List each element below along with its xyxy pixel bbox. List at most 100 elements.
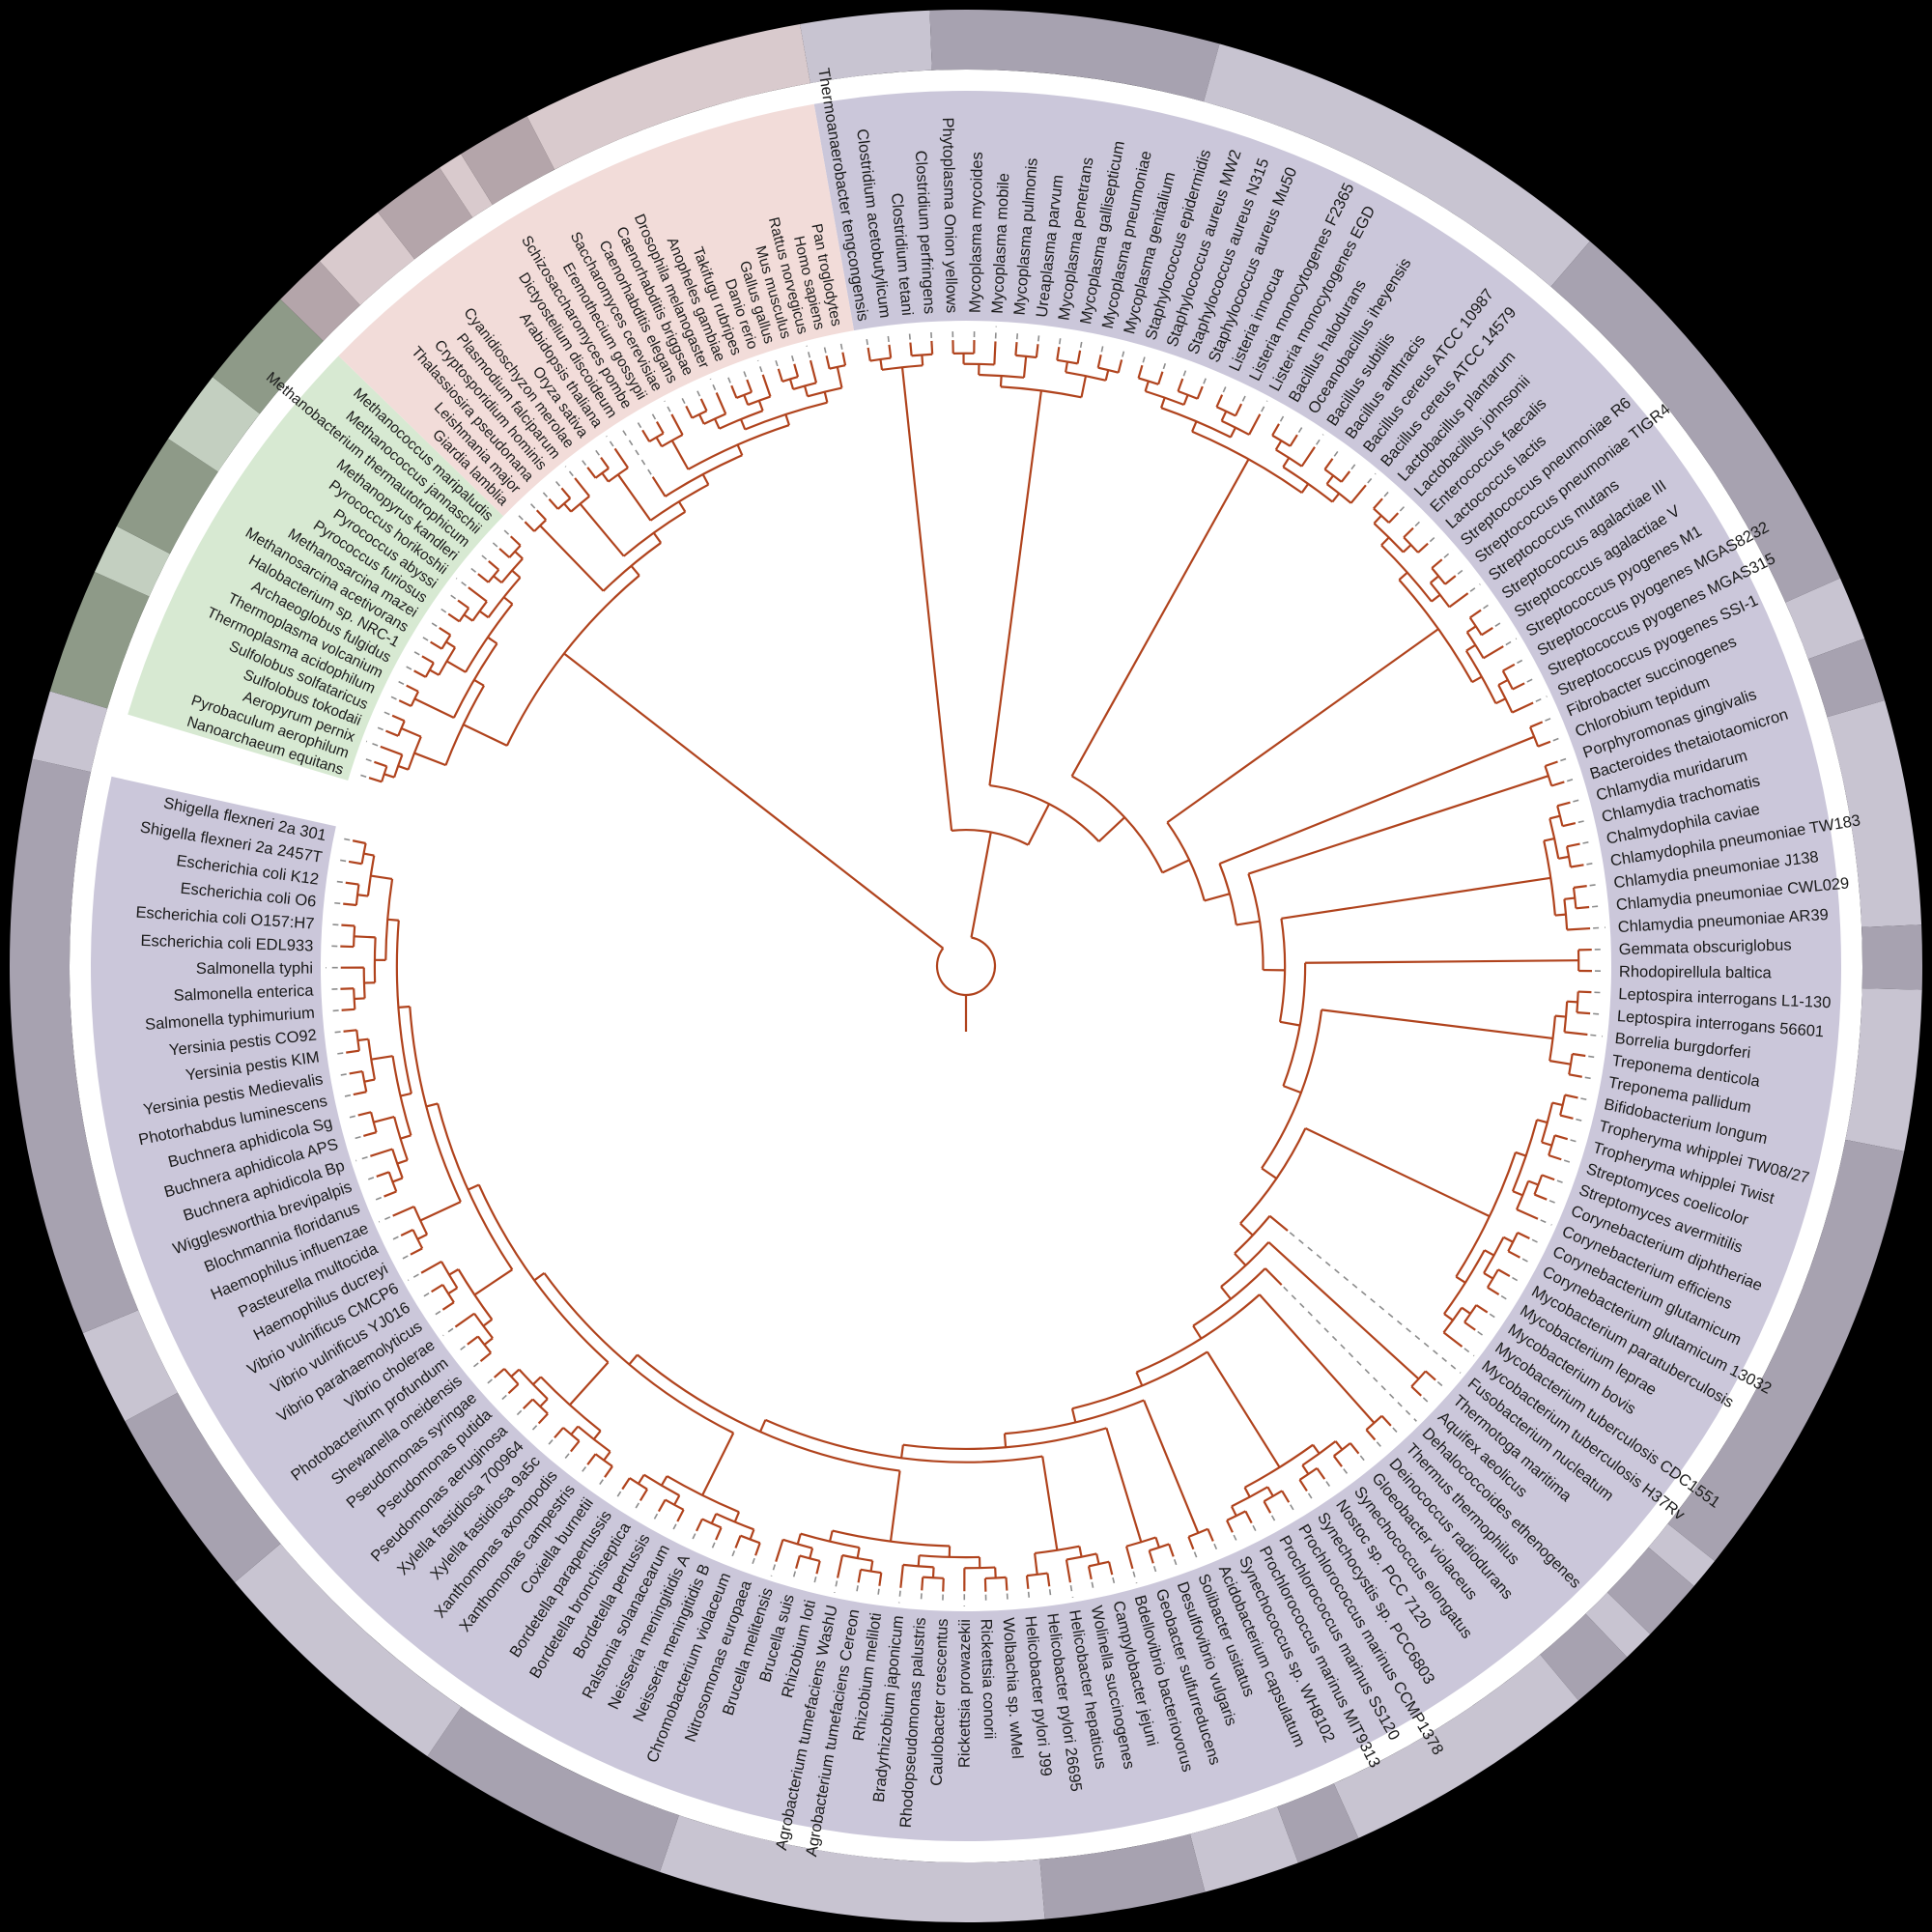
branch [392,1206,415,1217]
clade-arc [666,1475,740,1514]
leaf-leader-line [1443,549,1454,558]
branch [1512,682,1525,691]
leaf-leader-line [994,326,998,339]
branch [384,1190,397,1198]
branch [1466,625,1477,634]
leaf-leader-line [1048,1589,1053,1602]
leaf-leader-line [1392,1427,1402,1437]
leaf-leader-line [1566,777,1578,782]
branch [473,1268,513,1296]
branch [1065,361,1069,373]
branch [1243,1487,1251,1498]
leaf-leader-line [694,384,701,397]
branch [761,374,772,397]
branch [1380,1414,1392,1427]
branch [353,1091,367,1096]
branch [699,398,708,412]
clade-arc [384,878,394,960]
branch [1027,803,1051,846]
branch [1274,440,1283,451]
leaf-leader-line [1588,1055,1601,1059]
branch [994,1567,997,1578]
leaf-leader-line [1436,1380,1447,1391]
branch [630,565,640,577]
clade-arc [1178,389,1199,400]
branch [468,1183,480,1191]
branch [1105,1427,1143,1543]
leaf-leader-line [756,359,763,373]
taxon-label: Gemmata obscuriglobus [1619,936,1792,958]
branch [1507,1250,1520,1259]
branch [1025,1575,1030,1589]
branch [493,575,503,584]
branch [1483,645,1504,660]
branch [1323,458,1334,470]
clade-arc [1398,579,1473,683]
branch [340,987,355,990]
leaf-leader-line [1494,619,1506,627]
branch [1527,1179,1539,1186]
branch [346,1049,360,1054]
leaf-leader-line [1376,1441,1385,1452]
branch [1271,423,1280,437]
branch [370,1148,393,1157]
clade-arc [661,434,684,448]
leaf-leader-line [330,879,343,884]
branch [1316,1467,1326,1480]
branch [586,467,597,479]
branch [713,418,721,430]
leaf-leader-line [334,1073,347,1077]
leaf-leader-line [634,416,642,429]
ring-segment [125,1392,281,1583]
leaf-leader-line [397,1255,409,1263]
branch [1562,821,1577,828]
leaf-leader-line [1463,1348,1475,1357]
leaf-leader-line [791,1571,797,1583]
branch [1248,413,1262,436]
leaf-leader-line [1560,755,1572,762]
branch [676,1509,685,1522]
branch [1465,643,1476,652]
ring-segment [1667,1139,1905,1561]
branch [1035,344,1039,358]
clade-arc [352,925,356,948]
branch [586,1453,597,1465]
leaf-leader-line [1006,1593,1009,1605]
branch [548,497,559,510]
branch [380,745,403,756]
leaf-leader-line [1162,357,1168,370]
leaf-leader-line [1512,1276,1523,1285]
leaf-leader-line [773,355,779,367]
leaf-leader-line [1469,583,1481,592]
ring-segment [280,261,360,342]
clade-arc [1138,377,1159,385]
leaf-leader-line [595,1479,604,1490]
leaf-leader-line [331,1052,344,1056]
leaf-leader-line [1270,1515,1279,1526]
leaf-leader-line [1142,351,1148,363]
branch [1104,369,1110,382]
clade-arc [687,424,790,470]
branch [775,1539,784,1562]
branch [909,342,913,356]
branch [1182,394,1189,406]
branch [363,1078,376,1083]
leaf-leader-line [1152,1565,1159,1577]
branch [502,596,514,606]
branch [1070,1407,1077,1423]
branch [942,1577,945,1592]
leaf-leader-line [476,551,488,560]
clade-arc [623,510,686,557]
clade-arc [477,1184,610,1364]
leaf-leader-line [445,591,457,600]
branch [856,1547,861,1559]
leaf-leader-line [1213,1543,1220,1555]
branch [477,573,490,583]
clade-arc [602,542,662,592]
branch [1484,1249,1495,1257]
taxon-label: Salmonella enterica [173,982,314,1005]
branch [1554,913,1567,917]
leaf-leader-line [418,1293,430,1300]
ring-segment [1807,638,1886,718]
branch [1398,571,1408,582]
